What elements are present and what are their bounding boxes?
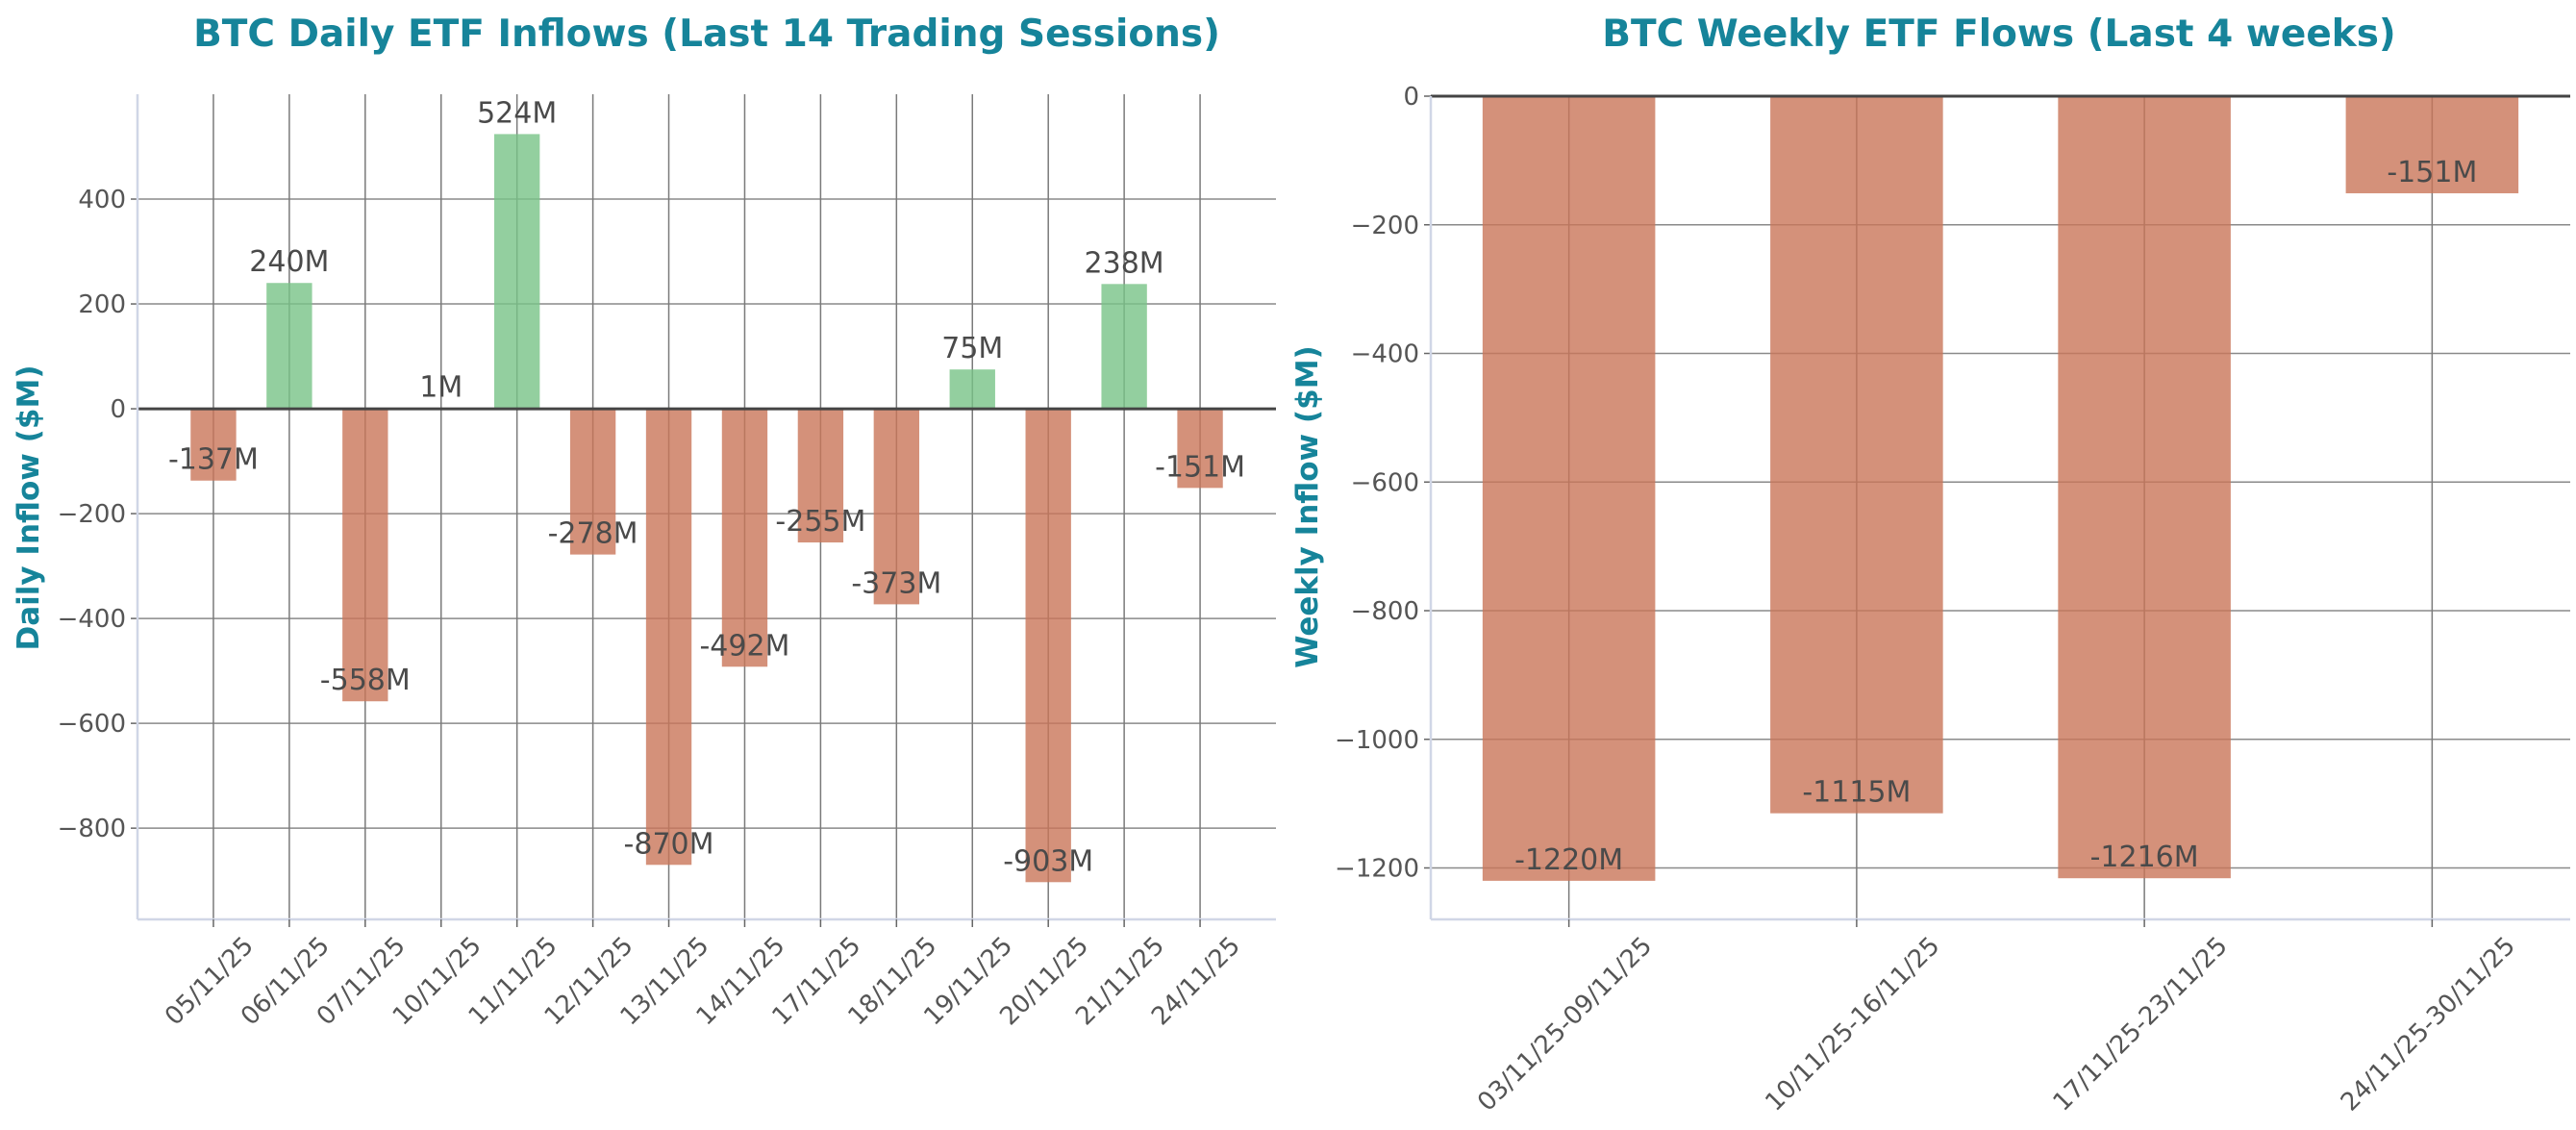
bars (190, 134, 1223, 883)
bar-value-label: -558M (320, 664, 411, 697)
bar (645, 409, 692, 866)
bar-value-label: 238M (1085, 246, 1164, 280)
bar-value-label: -492M (699, 629, 789, 663)
bar-value-label: -278M (548, 517, 638, 551)
bar-value-label: -255M (775, 505, 865, 539)
bar-value-label: -1216M (2090, 841, 2199, 874)
y-tick-label: −1000 (1335, 726, 1419, 755)
bar (2345, 96, 2519, 193)
y-tick-label: −200 (1351, 212, 1419, 240)
grid (138, 94, 1276, 919)
bar (190, 409, 237, 481)
bar-value-label: -1115M (1802, 776, 1911, 810)
bar (1177, 409, 1223, 489)
bar (1482, 96, 1656, 881)
bar-value-label: 524M (477, 96, 557, 130)
bar (797, 409, 844, 543)
y-tick-label: 0 (1403, 83, 1419, 112)
y-axis-label: Weekly Inflow ($M) (1290, 345, 1325, 667)
x-tick-label: 03/11/25-09/11/25 (1472, 932, 1658, 1117)
bar (493, 134, 540, 410)
bar-value-label: -1220M (1514, 843, 1623, 877)
y-tick-label: 400 (78, 186, 126, 214)
y-tick-label: −800 (58, 815, 126, 843)
chart-title: BTC Weekly ETF Flows (Last 4 weeks) (1602, 13, 2396, 56)
bar (721, 409, 768, 667)
bar-value-label: -870M (624, 827, 714, 861)
chart-title: BTC Daily ETF Inflows (Last 14 Trading S… (193, 13, 1220, 56)
y-tick-label: −600 (1351, 468, 1419, 497)
bar (1025, 409, 1071, 883)
y-tick-label: −600 (58, 710, 126, 739)
x-tick-label: 10/11/25-16/11/25 (1760, 932, 1945, 1117)
weekly-flows-chart: BTC Weekly ETF Flows (Last 4 weeks) Week… (1290, 13, 2570, 1117)
y-tick-label: −400 (1351, 340, 1419, 369)
bar-value-label: 240M (249, 245, 329, 279)
y-tick-label: 200 (78, 290, 126, 319)
bar (873, 409, 920, 605)
bar (949, 369, 995, 410)
y-tick-label: −200 (58, 500, 126, 529)
bar (569, 409, 616, 555)
y-tick-label: −800 (1351, 597, 1419, 626)
bar-value-label: -151M (1155, 450, 1245, 484)
bar-value-label: -151M (2387, 156, 2477, 189)
bar-value-label: -903M (1003, 844, 1093, 878)
bar (1770, 96, 1943, 814)
y-tick-label: −400 (58, 605, 126, 634)
bar-value-label: -137M (168, 443, 259, 477)
x-tick-label: 24/11/25-30/11/25 (2336, 932, 2521, 1117)
bar-value-label: -373M (851, 566, 941, 600)
daily-inflows-chart: BTC Daily ETF Inflows (Last 14 Trading S… (12, 13, 1276, 1031)
y-tick-label: −1200 (1335, 855, 1419, 884)
bar (2058, 96, 2231, 879)
bars (1482, 96, 2519, 881)
y-axis-label: Daily Inflow ($M) (12, 365, 46, 651)
bar-value-label: 75M (941, 332, 1003, 365)
bar (1101, 284, 1147, 410)
y-tick-label: 0 (110, 395, 126, 424)
bar-value-label: 1M (419, 371, 463, 405)
x-tick-label: 17/11/25-23/11/25 (2048, 932, 2234, 1117)
bar (342, 409, 388, 702)
bar (266, 283, 313, 410)
